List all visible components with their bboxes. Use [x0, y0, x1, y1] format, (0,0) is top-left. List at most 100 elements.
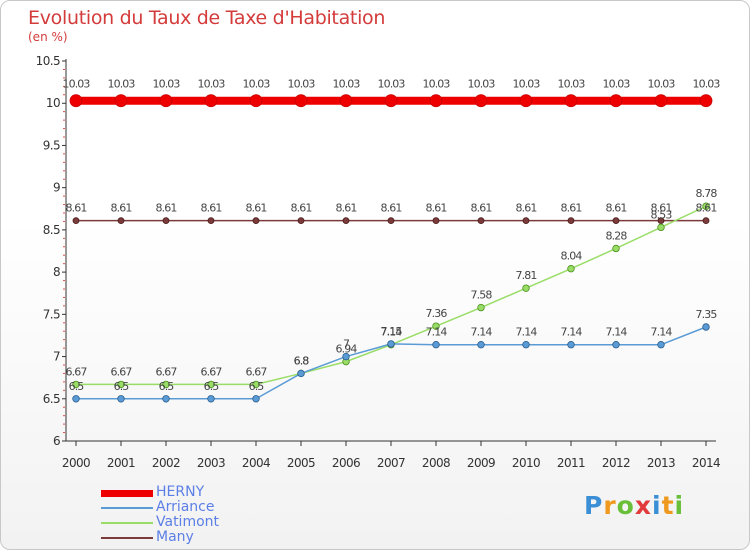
y-tick-label: 7.5 — [43, 307, 60, 321]
data-point-many — [72, 217, 80, 225]
logo-letter: r — [603, 491, 617, 520]
x-tick-label: 2008 — [422, 456, 450, 470]
data-label-arriance: 7.14 — [426, 326, 448, 339]
data-label-vatimont: 7.81 — [516, 269, 537, 282]
data-label-vatimont: 6.94 — [336, 343, 358, 356]
x-tick-label: 2003 — [197, 456, 225, 470]
logo-letter: P — [584, 491, 604, 520]
data-point-vatimont — [567, 265, 575, 273]
data-point-arriance — [342, 352, 350, 361]
data-label-many: 8.61 — [291, 202, 312, 215]
data-point-arriance — [612, 341, 620, 349]
data-label-herny: 10.03 — [423, 78, 451, 91]
data-label-herny: 10.03 — [333, 78, 361, 91]
x-tick-label: 2011 — [557, 456, 585, 470]
data-label-vatimont: 6.8 — [294, 354, 310, 367]
data-label-many: 8.61 — [381, 202, 402, 215]
data-label-many: 8.61 — [651, 202, 672, 215]
data-label-vatimont: 6.67 — [246, 365, 268, 378]
data-label-many: 8.61 — [561, 202, 582, 215]
x-tick-label: 2004 — [242, 456, 270, 470]
logo-letter: i — [674, 491, 685, 520]
logo-letter: t — [661, 491, 675, 520]
logo-letter: i — [652, 491, 662, 520]
legend-label: Arriance — [156, 499, 215, 515]
data-label-vatimont: 6.67 — [66, 365, 88, 378]
legend-swatch — [101, 537, 153, 539]
data-label-many: 8.61 — [426, 202, 447, 215]
data-point-many — [387, 217, 395, 225]
data-point-vatimont — [432, 322, 440, 330]
data-label-arriance: 7.15 — [381, 325, 403, 338]
data-point-arriance — [297, 369, 305, 378]
series-points — [69, 94, 713, 403]
data-label-arriance: 6.5 — [204, 380, 220, 393]
data-point-herny — [384, 94, 398, 108]
x-tick-label: 2002 — [152, 456, 180, 470]
data-label-arriance: 7.14 — [651, 326, 673, 339]
data-label-many: 8.61 — [66, 202, 87, 215]
data-label-arriance: 7.35 — [696, 308, 718, 321]
data-point-many — [342, 217, 350, 225]
data-point-arriance — [387, 340, 395, 348]
data-label-vatimont: 6.67 — [156, 365, 178, 378]
data-point-herny — [249, 94, 263, 108]
x-tick-label: 2001 — [107, 456, 135, 470]
y-tick-label: 9.5 — [43, 138, 60, 152]
data-label-vatimont: 6.67 — [111, 365, 133, 378]
y-tick-label: 8 — [53, 265, 60, 279]
data-point-herny — [564, 94, 578, 108]
data-label-many: 8.61 — [606, 202, 627, 215]
data-point-many — [702, 217, 710, 225]
data-point-herny — [114, 94, 128, 108]
series-lines — [72, 96, 710, 400]
data-label-herny: 10.03 — [108, 78, 136, 91]
x-tick-label: 2007 — [377, 456, 405, 470]
data-label-herny: 10.03 — [243, 78, 271, 91]
x-tick-label: 2009 — [467, 456, 495, 470]
chart-title: Evolution du Taux de Taxe d'Habitation — [28, 7, 386, 29]
data-label-arriance: 6.5 — [159, 380, 175, 393]
legend-label: Many — [156, 529, 194, 545]
data-point-arriance — [702, 323, 710, 331]
data-label-many: 8.61 — [156, 202, 177, 215]
data-label-many: 8.61 — [201, 202, 222, 215]
y-tick-label: 9 — [53, 181, 60, 195]
data-label-herny: 10.03 — [513, 78, 541, 91]
data-label-vatimont: 7.14 — [381, 326, 403, 339]
x-tick-label: 2010 — [512, 456, 540, 470]
data-label-arriance: 7.14 — [471, 326, 493, 339]
data-point-arriance — [252, 395, 260, 403]
data-label-herny: 10.03 — [648, 78, 676, 91]
data-label-herny: 10.03 — [198, 78, 226, 91]
data-label-vatimont: 8.28 — [606, 229, 628, 242]
data-label-arriance: 6.5 — [114, 380, 130, 393]
x-tick-label: 2005 — [287, 456, 315, 470]
data-label-herny: 10.03 — [693, 78, 721, 91]
data-label-many: 8.61 — [516, 202, 537, 215]
x-tick-label: 2012 — [602, 456, 630, 470]
data-label-herny: 10.03 — [378, 78, 406, 91]
data-label-arriance: 6.5 — [69, 380, 85, 393]
y-tick-label: 8.5 — [43, 223, 60, 237]
data-point-herny — [339, 94, 353, 108]
y-tick-label: 6 — [53, 434, 60, 448]
y-tick-label: 10 — [46, 96, 60, 110]
data-point-arriance — [207, 395, 215, 403]
data-label-vatimont: 7.36 — [426, 307, 448, 320]
data-point-herny — [519, 94, 533, 108]
data-point-herny — [204, 94, 218, 108]
chart-unit-label: (en %) — [28, 30, 68, 44]
data-label-arriance: 6.8 — [294, 354, 310, 367]
proxiti-logo: Proxiti — [584, 491, 684, 520]
legend-swatch — [101, 489, 153, 497]
data-point-many — [657, 217, 665, 225]
data-label-vatimont: 6.67 — [201, 365, 223, 378]
legend-swatch — [101, 507, 153, 509]
y-tick-label: 7 — [53, 350, 60, 364]
data-point-vatimont — [162, 380, 170, 389]
data-point-many — [207, 217, 215, 225]
data-point-vatimont — [207, 380, 215, 389]
data-point-herny — [69, 94, 83, 108]
